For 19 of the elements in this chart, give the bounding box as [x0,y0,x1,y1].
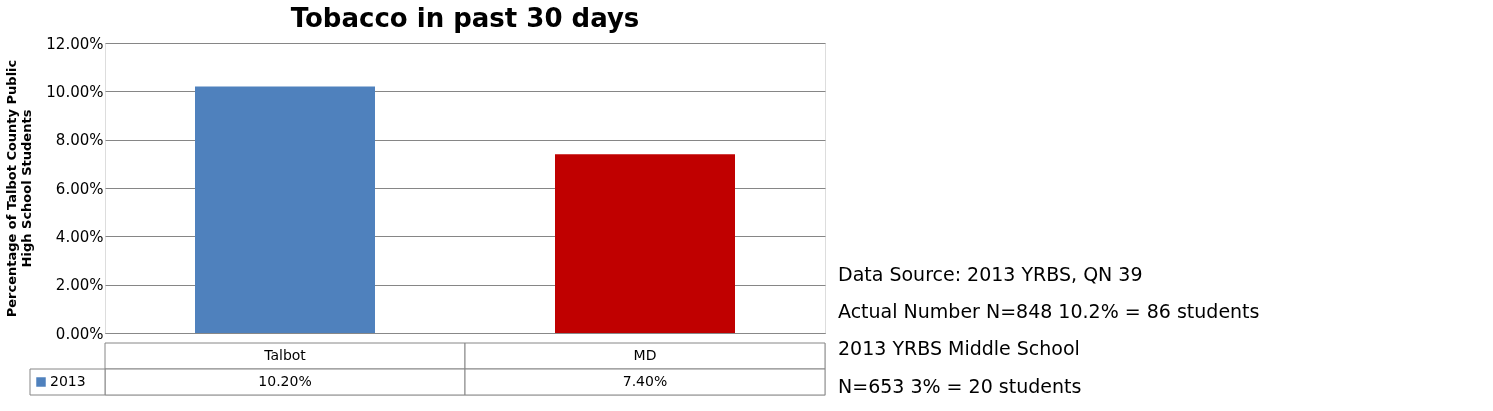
text: Percentage of Talbot County Public [4,59,20,318]
text: 2013 YRBS Middle School [838,337,1080,360]
text: Actual Number N=848 10.2% = 86 students [838,300,1260,323]
text: 7.40% [622,373,668,389]
x-tick-label: MD [633,347,657,363]
text: High School Students [19,109,35,268]
text: N=653 3% = 20 students [838,374,1082,397]
y-tick-label: 4.00% [55,227,104,246]
y-tick-label: 8.00% [55,131,104,150]
chart-title: Tobacco in past 30 days [290,3,640,33]
y-tick-label: 0.00% [55,324,104,343]
y-tick-label: 12.00% [46,34,104,53]
y-tick-label: 6.00% [55,179,104,198]
source-note: Data Source: 2013 YRBS, QN 39 [838,262,1143,285]
legend-label: 2013 [50,373,86,389]
y-tick-label: 2.00% [55,276,104,295]
y-tick-label: 10.00% [46,82,104,101]
text: 10.20% [258,373,312,389]
x-tick-label: Talbot [263,347,307,363]
